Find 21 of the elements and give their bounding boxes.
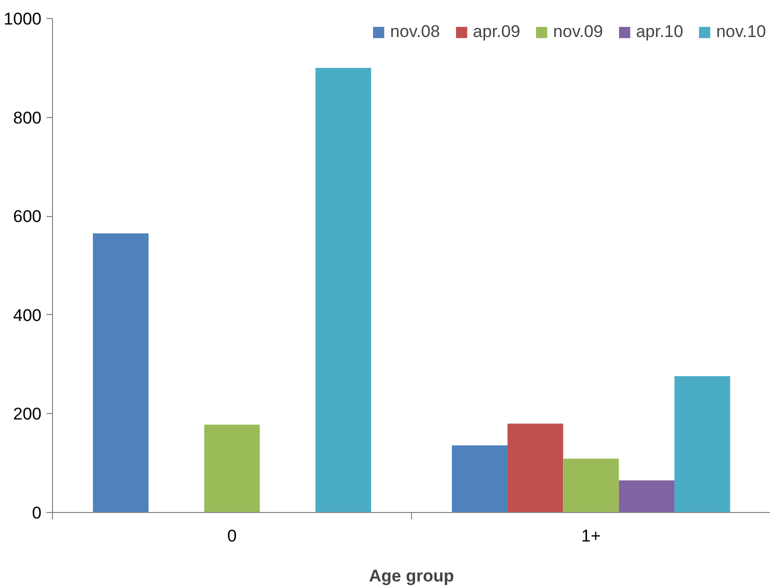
legend-label: nov.08 <box>390 22 440 42</box>
bar <box>618 480 674 512</box>
y-tick-label: 200 <box>13 404 42 424</box>
bar <box>563 458 619 512</box>
y-tick-label: 1000 <box>4 10 42 28</box>
x-tick-label: 1+ <box>581 526 601 546</box>
y-tick-label: 600 <box>13 207 42 226</box>
legend-label: nov.09 <box>553 22 603 42</box>
bar <box>92 233 149 512</box>
y-tick-label: 400 <box>13 306 42 325</box>
y-tick-label: 0 <box>32 504 42 522</box>
bar <box>508 424 564 512</box>
bar <box>204 424 260 512</box>
x-axis-title: Age group <box>369 566 454 586</box>
legend-label: apr.09 <box>472 22 520 42</box>
legend-label: apr.10 <box>636 22 684 42</box>
y-tick-label: 800 <box>13 108 42 128</box>
bar <box>674 376 730 512</box>
legend-label: nov.10 <box>716 22 766 42</box>
bar <box>452 445 508 512</box>
bar <box>315 68 372 512</box>
